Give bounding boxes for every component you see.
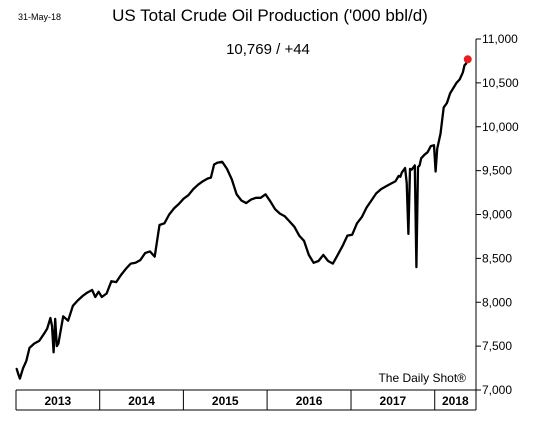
- y-tick-label: 10,500: [482, 76, 519, 90]
- x-tick-label: 2016: [296, 394, 323, 408]
- plot-area: [15, 55, 472, 380]
- chart-title: US Total Crude Oil Production ('000 bbl/…: [112, 6, 428, 25]
- latest-point-marker: [463, 55, 472, 64]
- y-tick-label: 11,000: [482, 32, 518, 46]
- production-series-line: [15, 58, 469, 380]
- x-tick-label: 2013: [44, 394, 71, 408]
- source-label: The Daily Shot®: [378, 371, 466, 385]
- y-tick-label: 7,000: [482, 383, 512, 397]
- y-tick-label: 7,500: [482, 339, 512, 353]
- x-tick-label: 2018: [442, 394, 469, 408]
- y-tick-label: 9,000: [482, 208, 512, 222]
- x-tick-label: 2017: [380, 394, 407, 408]
- y-tick-label: 8,500: [482, 251, 512, 265]
- latest-value-readout: 10,769 / +44: [226, 41, 310, 58]
- y-tick-label: 8,000: [482, 295, 512, 309]
- x-axis: 2013 2014 2015 2016 2017 2018: [15, 389, 477, 411]
- x-tick-label: 2014: [128, 394, 155, 408]
- y-axis: 7,000 7,500 8,000 8,500 9,000 9,500 10,000 10,5…: [475, 32, 519, 397]
- y-tick-label: 9,500: [482, 164, 512, 178]
- y-tick-label: 10,000: [482, 120, 519, 134]
- chart-date-label: 31-May-18: [18, 12, 61, 22]
- x-tick-label: 2015: [212, 394, 239, 408]
